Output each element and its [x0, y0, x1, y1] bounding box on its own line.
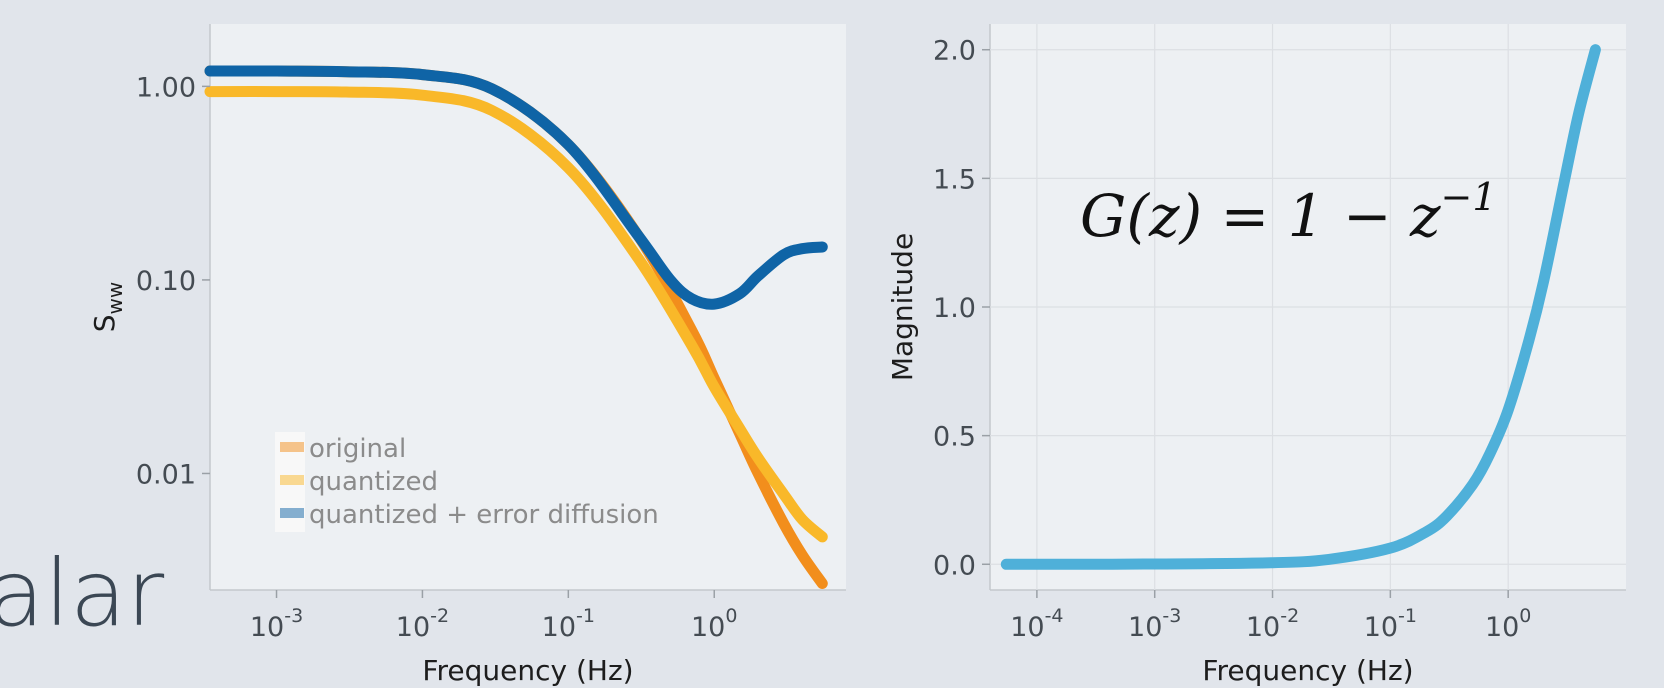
legend-label-original: original [309, 434, 406, 464]
annotation-main: G(z) = 1 − z [1080, 182, 1441, 250]
annotation-exponent: −1 [1441, 175, 1497, 219]
right-plot-x-tick-label: 100 [1485, 605, 1531, 643]
left-plot-y-tick-label: 0.10 [136, 266, 196, 297]
right-plot-y-tick-label: 2.0 [933, 36, 976, 67]
left-plot-x-tick-label: 100 [691, 605, 737, 643]
left-plot-x-tick-label: 10-1 [542, 605, 595, 643]
left-plot-legend: original quantized quantized + error dif… [275, 432, 659, 532]
right-plot-y-tick-label: 1.5 [933, 164, 976, 195]
left-plot-area [210, 24, 846, 590]
right-plot-x-axis-label: Frequency (Hz) [1202, 654, 1413, 687]
right-plot-y-tick-label: 0.5 [933, 422, 976, 453]
left-plot-series-line-quantized [204, 86, 828, 543]
right-plot-y-tick-label: 1.0 [933, 293, 976, 324]
left-plot-x-tick-label: 10-2 [396, 605, 449, 643]
left-plot-y-axis-label-main: S [88, 314, 121, 332]
legend-swatch-original [280, 442, 304, 452]
right-plot-x-tick-label: 10-3 [1128, 605, 1181, 643]
right-plot-series-line-magnitude [1000, 44, 1601, 570]
right-plot-x-tick-label: 10-4 [1010, 605, 1063, 643]
legend-swatch-quantized [280, 475, 304, 485]
right-plot-x-tick-label: 10-1 [1364, 605, 1417, 643]
left-plot-x-tick-label: 10-3 [250, 605, 303, 643]
left-plot-y-axis-label: Sww [88, 282, 127, 333]
right-plot-y-axis-label: Magnitude [886, 233, 919, 381]
legend-label-error-diffusion: quantized + error diffusion [309, 500, 659, 530]
left-plot-y-tick-label: 0.01 [136, 459, 196, 490]
transfer-function-annotation: G(z) = 1 − z−1 [1080, 175, 1497, 250]
background-slide-text: alar [0, 540, 165, 647]
right-plot-y-tick-label: 0.0 [933, 550, 976, 581]
legend-swatch-error-diffusion [280, 508, 304, 518]
left-plot-series-line-quantized-error-diffusion [204, 65, 828, 310]
left-plot-x-axis-label: Frequency (Hz) [422, 654, 633, 687]
left-plot-y-tick-label: 1.00 [136, 72, 196, 103]
right-plot-x-tick-label: 10-2 [1246, 605, 1299, 643]
legend-label-quantized: quantized [309, 467, 438, 497]
svg-text:Sww: Sww [88, 282, 127, 333]
left-plot-y-axis-label-subscript: ww [103, 282, 127, 315]
